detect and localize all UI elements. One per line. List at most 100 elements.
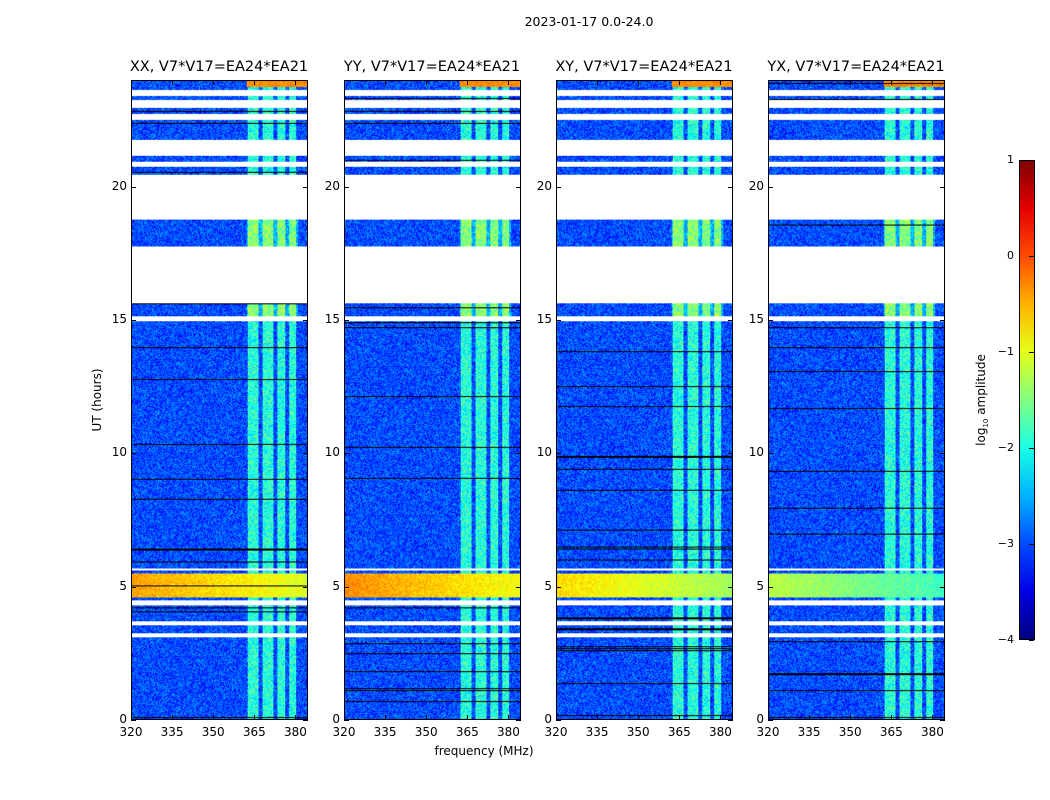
- x-tick-label: 350: [838, 725, 862, 739]
- y-tick: [344, 720, 349, 721]
- colorbar: [1019, 160, 1035, 640]
- panel-title: XY, V7*V17=EA24*EA21: [555, 59, 733, 75]
- x-tick: [679, 715, 681, 720]
- y-tick: [131, 586, 136, 588]
- y-tick: [556, 186, 561, 188]
- x-tick-label: 350: [626, 725, 650, 739]
- colorbar-tick: [1029, 544, 1034, 545]
- x-tick: [426, 715, 428, 720]
- y-tick: [728, 586, 733, 588]
- y-tick: [303, 320, 308, 321]
- y-tick: [303, 453, 308, 455]
- x-tick: [850, 80, 852, 85]
- panel-title: YY, V7*V17=EA24*EA21: [343, 59, 521, 75]
- x-tick-label: 350: [201, 725, 225, 739]
- colorbar-tick: [1029, 352, 1034, 353]
- x-tick: [932, 80, 934, 85]
- x-tick-label: 365: [455, 725, 479, 739]
- x-tick: [597, 715, 599, 720]
- y-tick-label: 0: [119, 712, 127, 726]
- x-tick-label: 335: [160, 725, 184, 739]
- x-tick-label: 365: [879, 725, 903, 739]
- x-tick-label: 350: [414, 725, 438, 739]
- colorbar-tick: [1029, 160, 1034, 161]
- y-tick: [516, 586, 521, 588]
- x-tick: [720, 715, 722, 720]
- x-tick: [850, 715, 852, 720]
- y-tick: [131, 186, 136, 188]
- x-tick: [172, 80, 174, 85]
- y-tick: [344, 186, 349, 188]
- x-tick-label: 335: [585, 725, 609, 739]
- y-tick: [131, 720, 136, 721]
- y-tick: [131, 453, 136, 455]
- x-tick: [467, 80, 469, 85]
- y-tick: [303, 186, 308, 188]
- y-tick: [728, 186, 733, 188]
- y-tick: [303, 720, 308, 721]
- y-tick: [940, 320, 945, 321]
- y-tick: [940, 720, 945, 721]
- x-tick: [891, 715, 893, 720]
- y-tick-label: 10: [536, 445, 552, 460]
- x-tick-label: 365: [242, 725, 266, 739]
- y-tick: [556, 453, 561, 455]
- x-tick: [556, 715, 557, 720]
- x-tick: [172, 715, 174, 720]
- x-tick: [131, 715, 132, 720]
- x-tick: [597, 80, 599, 85]
- y-tick: [768, 453, 773, 455]
- y-tick-label: 15: [111, 312, 127, 326]
- x-tick: [467, 715, 469, 720]
- x-tick-label: 380: [920, 725, 944, 739]
- y-tick-label: 10: [324, 445, 340, 460]
- y-tick-label: 20: [324, 178, 340, 193]
- y-tick: [344, 320, 349, 321]
- y-tick-label: 15: [536, 312, 552, 326]
- y-tick-label: 5: [332, 578, 340, 593]
- x-tick: [385, 715, 387, 720]
- x-tick: [254, 715, 256, 720]
- panel-title: XX, V7*V17=EA24*EA21: [129, 59, 309, 75]
- colorbar-gradient: [1020, 161, 1034, 639]
- y-axis-label: UT (hours): [90, 368, 104, 432]
- panel-title: YX, V7*V17=EA24*EA21: [767, 59, 945, 75]
- colorbar-tick-label: −4: [997, 633, 1014, 646]
- x-tick: [213, 80, 215, 85]
- x-tick-label: 335: [797, 725, 821, 739]
- x-tick: [768, 80, 769, 85]
- y-tick-label: 20: [536, 178, 552, 193]
- x-tick-label: 320: [756, 725, 780, 739]
- spectrogram-heatmap: [557, 81, 732, 719]
- x-tick: [508, 715, 510, 720]
- y-tick: [768, 586, 773, 588]
- spectrogram-heatmap: [345, 81, 520, 719]
- y-tick: [768, 186, 773, 188]
- spectrogram-panel: [768, 80, 945, 720]
- x-tick: [809, 80, 811, 85]
- x-tick-label: 320: [119, 725, 143, 739]
- y-tick: [728, 320, 733, 321]
- y-tick: [344, 453, 349, 455]
- spectrogram-heatmap: [132, 81, 307, 719]
- y-tick: [556, 586, 561, 588]
- y-tick: [556, 720, 561, 721]
- y-tick: [768, 320, 773, 321]
- y-tick-label: 15: [324, 312, 340, 326]
- x-tick: [809, 715, 811, 720]
- colorbar-tick-label: −3: [997, 537, 1014, 550]
- x-tick: [679, 80, 681, 85]
- x-tick: [213, 715, 215, 720]
- x-tick-label: 335: [373, 725, 397, 739]
- x-tick: [344, 80, 345, 85]
- x-tick: [891, 80, 893, 85]
- x-tick: [638, 715, 640, 720]
- y-tick: [556, 320, 561, 321]
- figure-title: 2023-01-17 0.0-24.0: [524, 14, 654, 29]
- x-tick: [768, 715, 769, 720]
- y-tick-label: 20: [748, 178, 764, 193]
- x-tick-label: 380: [496, 725, 520, 739]
- x-axis-label: frequency (MHz): [434, 744, 534, 758]
- y-tick: [940, 186, 945, 188]
- y-tick: [728, 720, 733, 721]
